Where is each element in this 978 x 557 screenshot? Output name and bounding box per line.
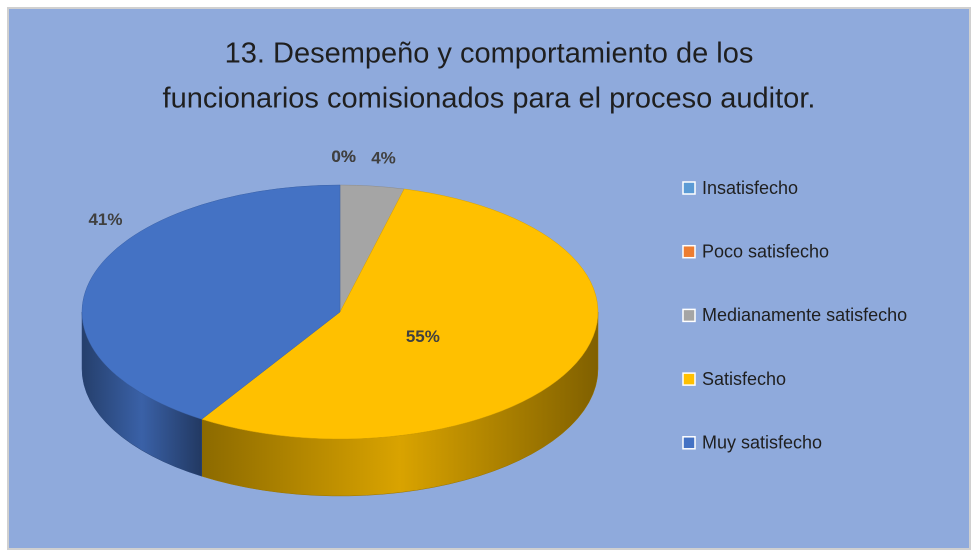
legend-swatch [682, 372, 696, 386]
data-label: 55% [406, 327, 440, 346]
data-label: 41% [88, 210, 122, 229]
chart-title: funcionarios comisionados para el proces… [163, 83, 816, 115]
legend-swatch [682, 181, 696, 195]
data-label: 0% [331, 147, 356, 166]
data-label: 4% [371, 148, 396, 167]
slice [201, 188, 599, 440]
chart-title: 13. Desempeño y comportamiento de los [225, 38, 754, 70]
legend-swatch [682, 308, 696, 323]
legend-label: Muy satisfecho [702, 433, 822, 453]
slice [81, 184, 341, 420]
legend-label: Medianamente satisfecho [702, 305, 907, 325]
data-label: 0% [331, 147, 356, 166]
legend-swatch [682, 244, 696, 259]
legend-swatch [682, 436, 696, 450]
legend-label: Poco satisfecho [702, 241, 829, 261]
legend-label: Satisfecho [702, 369, 786, 389]
legend-label: Insatisfecho [702, 178, 798, 198]
